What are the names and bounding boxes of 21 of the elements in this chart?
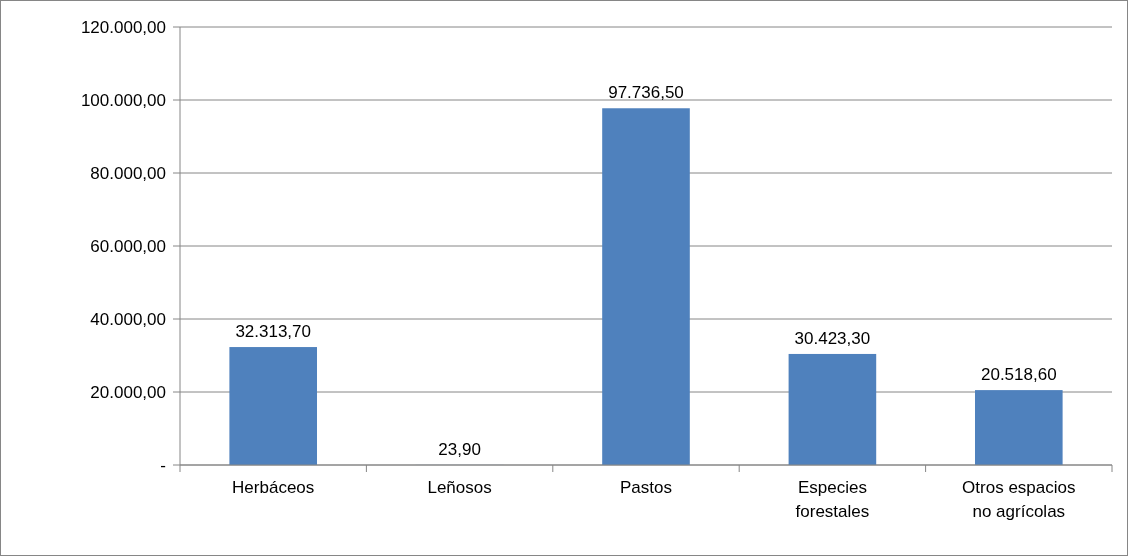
bar xyxy=(602,108,690,465)
data-label: 97.736,50 xyxy=(608,83,684,103)
x-tick-label: Herbáceos xyxy=(232,478,315,497)
data-label: 23,90 xyxy=(438,439,481,459)
x-tick-label: Pastos xyxy=(620,478,672,497)
x-tick-label: Especies forestales xyxy=(795,478,870,521)
y-tick-label: 60.000,00 xyxy=(90,236,166,256)
y-tick-label: - xyxy=(160,455,166,475)
data-label: 32.313,70 xyxy=(235,322,312,342)
x-tick-label: Otros espacios no agrícolas xyxy=(962,478,1076,521)
bar xyxy=(975,390,1063,465)
y-tick-label: 80.000,00 xyxy=(90,163,166,183)
y-tick-label: 40.000,00 xyxy=(90,309,166,329)
y-tick-label: 100.000,00 xyxy=(80,90,166,110)
y-tick-label: 20.000,00 xyxy=(90,382,166,402)
data-label: 20.518,60 xyxy=(980,365,1057,385)
data-label: 30.423,30 xyxy=(794,328,871,348)
bar xyxy=(229,347,317,465)
bar xyxy=(788,353,877,465)
y-tick-label: 120.000,00 xyxy=(80,17,166,37)
x-tick-label: Leñosos xyxy=(427,478,492,497)
